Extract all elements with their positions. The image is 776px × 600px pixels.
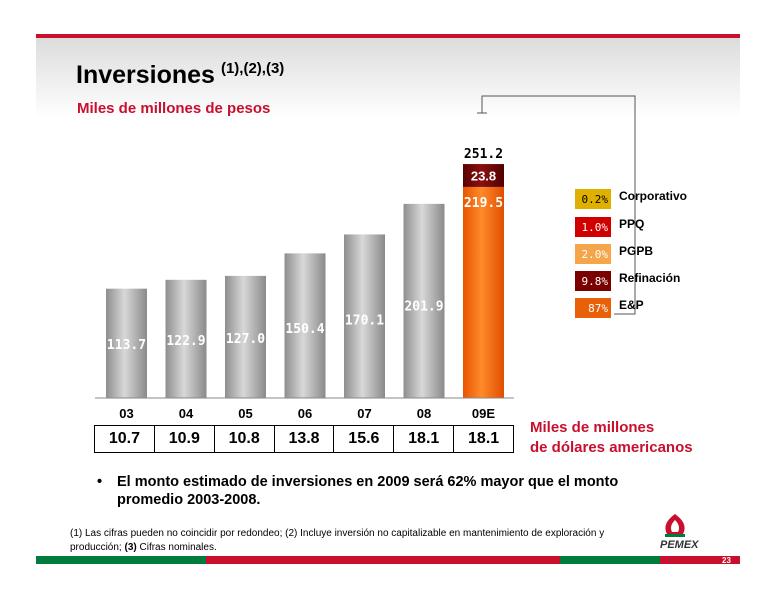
x-tick-label: 03 bbox=[119, 406, 133, 421]
bar-value-label: 201.9 bbox=[404, 300, 443, 315]
bullet-text: El monto estimado de inversiones en 2009… bbox=[117, 474, 619, 508]
top-red-bar bbox=[36, 34, 740, 38]
title-text: Inversiones bbox=[76, 61, 215, 89]
legend-item-pgpb: 2.0% PGPB bbox=[575, 244, 776, 266]
legend-label: Refinación bbox=[619, 271, 681, 285]
legend-label: Corporativo bbox=[619, 189, 688, 203]
legend-swatch: 2.0% bbox=[575, 244, 611, 264]
usd-values-table: 10.7 10.9 10.8 13.8 15.6 18.1 18.1 bbox=[94, 425, 515, 453]
x-tick-label: 06 bbox=[298, 406, 312, 421]
x-tick-label: 04 bbox=[179, 406, 194, 421]
bar-06 bbox=[284, 253, 326, 398]
usd-cell: 10.8 bbox=[213, 425, 275, 453]
slide-title: Inversiones (1),(2),(3) bbox=[76, 60, 284, 90]
x-tick-label: 09E bbox=[472, 406, 495, 421]
bracket-line bbox=[481, 95, 636, 315]
page-number: 23 bbox=[722, 556, 731, 565]
footnote-bold-ref: (3) bbox=[124, 542, 137, 553]
bar-09E-refinacion-segment bbox=[463, 164, 504, 187]
bottom-green-bar bbox=[36, 556, 206, 564]
bar-03 bbox=[106, 288, 147, 398]
legend-item-refinacion: 9.8% Refinación bbox=[575, 271, 776, 293]
title-footnote-refs: (1),(2),(3) bbox=[220, 60, 285, 77]
legend-label: PGPB bbox=[619, 244, 654, 258]
bullet-point: • El monto estimado de inversiones en 20… bbox=[97, 473, 667, 509]
legend-label: E&P bbox=[619, 298, 644, 312]
bar-value-label: 122.9 bbox=[166, 334, 205, 349]
usd-label: Miles de millones de dólares americanos bbox=[530, 418, 693, 458]
bar-08 bbox=[403, 203, 445, 398]
bar-value-label: 127.0 bbox=[226, 332, 265, 347]
usd-cell: 15.6 bbox=[333, 425, 395, 453]
bar-04 bbox=[165, 279, 207, 398]
x-tick-label: 05 bbox=[238, 406, 252, 421]
total-value-label: 251.2 bbox=[464, 147, 503, 162]
bar-value-label: 150.4 bbox=[285, 322, 324, 337]
legend-item-ep: 87% E&P bbox=[575, 298, 776, 320]
x-tick-label: 07 bbox=[357, 406, 371, 421]
pemex-logo-icon bbox=[665, 514, 685, 537]
legend-item-ppq: 1.0% PPQ bbox=[575, 217, 776, 239]
legend-swatch: 87% bbox=[575, 298, 611, 318]
bar-05 bbox=[225, 275, 266, 398]
legend-swatch: 1.0% bbox=[575, 217, 611, 237]
legend-swatch: 0.2% bbox=[575, 189, 611, 209]
bottom-red-bar bbox=[36, 556, 740, 564]
usd-cell: 13.8 bbox=[273, 425, 335, 453]
footnote-part2: Cifras nominales. bbox=[136, 542, 217, 553]
header-background bbox=[36, 38, 740, 118]
footnote-part1: (1) Las cifras pueden no coincidir por r… bbox=[70, 528, 605, 553]
legend-swatch: 9.8% bbox=[575, 271, 611, 291]
usd-label-line1: Miles de millones bbox=[530, 419, 655, 436]
usd-cell: 18.1 bbox=[453, 425, 515, 453]
bar-09E bbox=[463, 186, 504, 398]
footnotes: (1) Las cifras pueden no coincidir por r… bbox=[70, 527, 630, 555]
usd-cell: 10.9 bbox=[153, 425, 215, 453]
legend-label: PPQ bbox=[619, 217, 645, 231]
bar-value-label: 219.5 bbox=[464, 196, 503, 211]
usd-label-line2: de dólares americanos bbox=[530, 439, 693, 456]
legend-item-corporativo: 0.2% Corporativo bbox=[575, 189, 776, 211]
stack-value-label: 23.8 bbox=[471, 169, 496, 184]
usd-cell: 10.7 bbox=[94, 425, 155, 453]
bullet-dot-icon: • bbox=[97, 474, 103, 490]
usd-cell: 18.1 bbox=[393, 425, 455, 453]
bottom-green-bar-right bbox=[560, 556, 660, 564]
chart-subtitle: Miles de millones de pesos bbox=[77, 100, 271, 117]
bar-value-label: 113.7 bbox=[107, 338, 146, 353]
bar-value-label: 170.1 bbox=[345, 313, 384, 328]
bar-07 bbox=[344, 234, 385, 398]
pemex-logo-text: PEMEX bbox=[660, 539, 699, 551]
x-tick-label: 08 bbox=[417, 406, 431, 421]
